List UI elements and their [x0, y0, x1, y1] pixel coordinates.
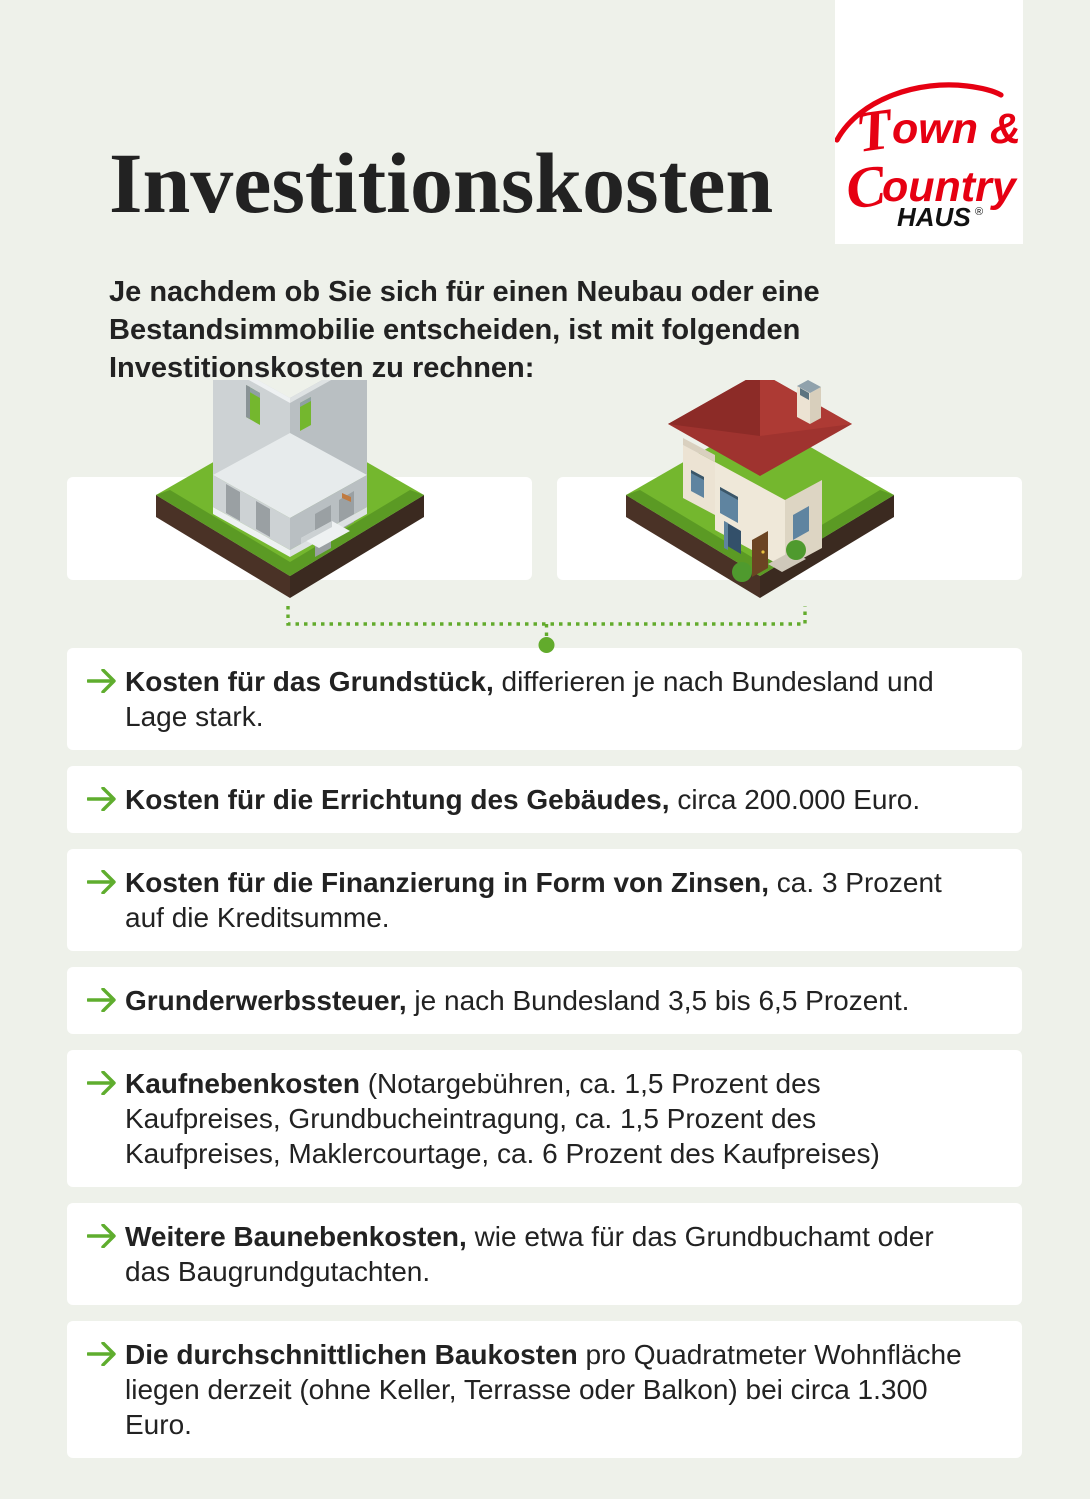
svg-text:HAUS: HAUS [897, 202, 971, 232]
svg-text:own &: own & [892, 105, 1021, 153]
svg-text:®: ® [975, 206, 983, 218]
